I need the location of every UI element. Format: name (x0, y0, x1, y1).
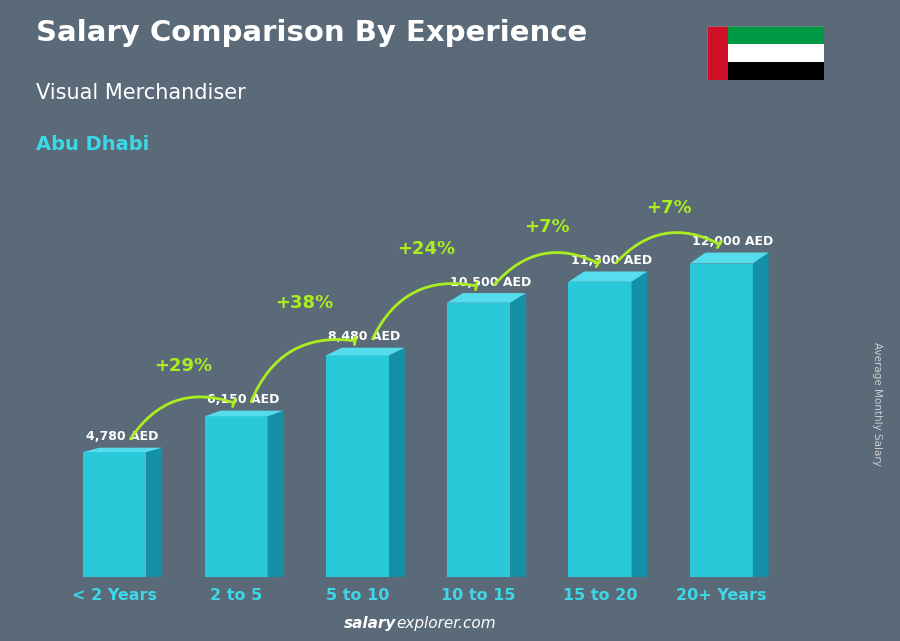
Bar (84, 452, 147, 577)
Polygon shape (147, 447, 162, 577)
Polygon shape (632, 272, 647, 577)
Polygon shape (510, 293, 526, 577)
Text: 8,480 AED: 8,480 AED (328, 331, 400, 344)
Text: Average Monthly Salary: Average Monthly Salary (872, 342, 883, 466)
Text: +7%: +7% (645, 199, 691, 217)
Polygon shape (569, 272, 647, 282)
Text: +24%: +24% (397, 240, 455, 258)
Polygon shape (326, 347, 405, 356)
Bar (326, 356, 389, 577)
Text: 12,000 AED: 12,000 AED (692, 235, 773, 248)
Text: Abu Dhabi: Abu Dhabi (36, 135, 149, 154)
Bar (706, 26, 728, 80)
Bar (447, 303, 510, 577)
Text: 11,300 AED: 11,300 AED (571, 254, 652, 267)
Bar (204, 416, 267, 577)
Text: 4,780 AED: 4,780 AED (86, 431, 158, 444)
Bar (569, 282, 632, 577)
Polygon shape (689, 253, 769, 263)
Polygon shape (389, 347, 405, 577)
Bar (728, 26, 824, 44)
Polygon shape (752, 253, 769, 577)
Text: 6,150 AED: 6,150 AED (207, 394, 279, 406)
Polygon shape (447, 293, 526, 303)
Polygon shape (204, 411, 284, 416)
Bar (728, 44, 824, 62)
Text: +38%: +38% (275, 294, 334, 312)
Text: +29%: +29% (154, 358, 212, 376)
Polygon shape (267, 411, 284, 577)
Text: Salary Comparison By Experience: Salary Comparison By Experience (36, 19, 587, 47)
Text: +7%: +7% (525, 218, 570, 237)
Text: Visual Merchandiser: Visual Merchandiser (36, 83, 246, 103)
Polygon shape (84, 447, 162, 452)
Bar (689, 263, 752, 577)
Text: explorer.com: explorer.com (396, 617, 496, 631)
Bar (728, 62, 824, 80)
Text: 10,500 AED: 10,500 AED (450, 276, 531, 289)
Text: salary: salary (344, 617, 396, 631)
